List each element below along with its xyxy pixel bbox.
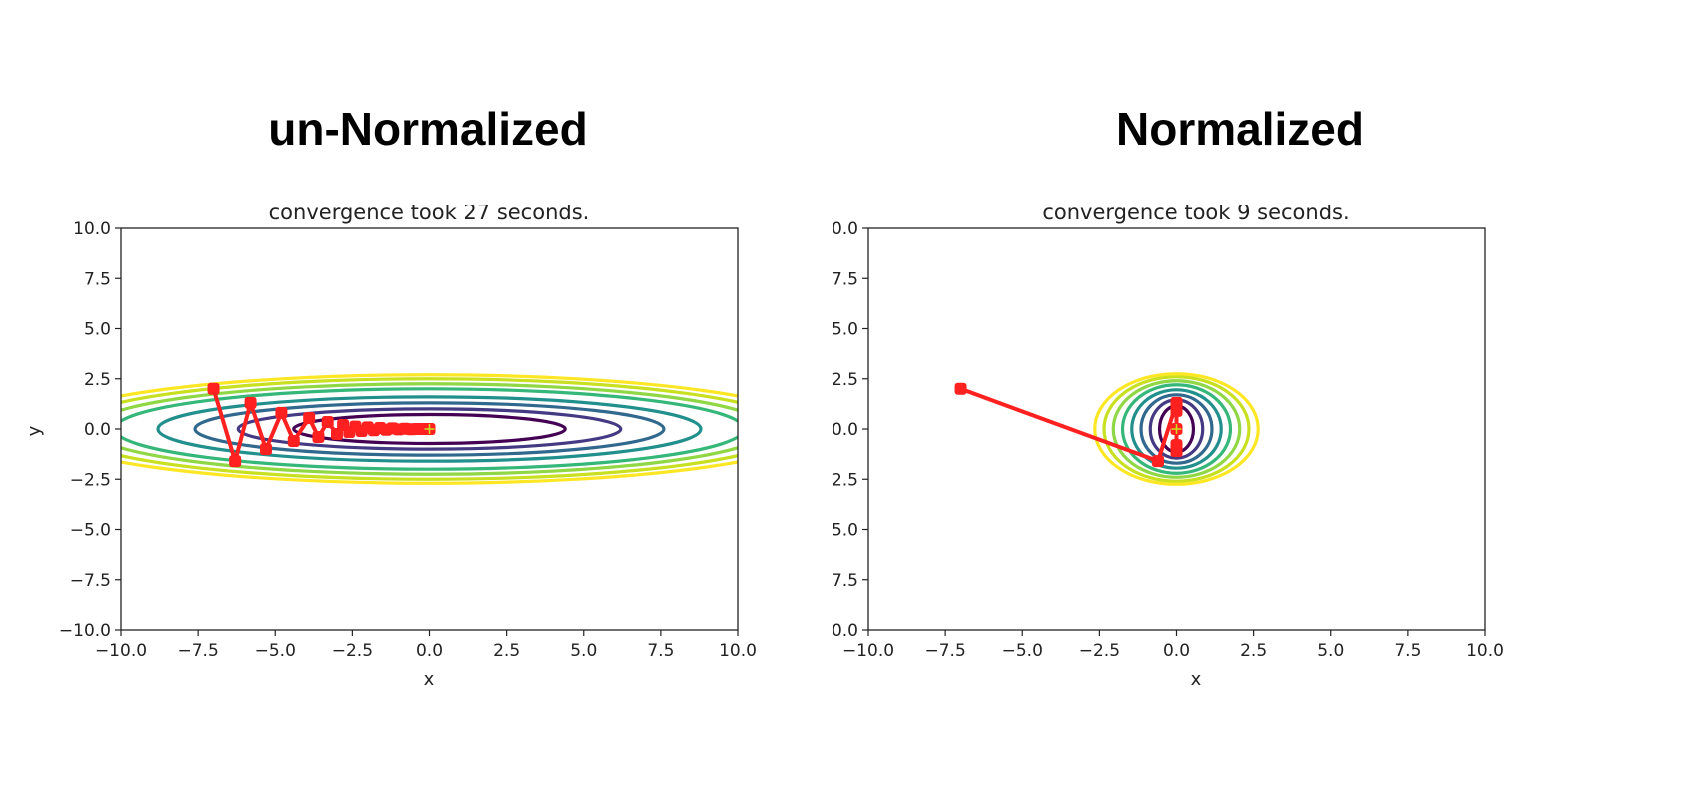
heading-un-normalized: un-Normalized [268,103,588,155]
x-tick-label: −7.5 [924,641,965,661]
x-axis-label: x [424,669,435,690]
y-tick-label: 7.5 [84,269,111,289]
y-tick-label: 10.0 [833,219,858,239]
x-tick-label: −10.0 [842,641,894,661]
descent-point [303,411,316,424]
y-tick-label: 5.0 [84,320,111,340]
plot-area [954,372,1260,486]
contour-line [1130,388,1223,470]
contour-line [292,412,567,446]
chart-normalized: convergence took 9 seconds. x y −10.0−7.… [833,205,1504,690]
contour-line [121,373,738,485]
chart-un-normalized: convergence took 27 seconds. x y −10.0 −7… [24,205,757,690]
descent-path-line [959,386,1179,464]
y-tick-label: −2.5 [70,470,111,490]
descent-point [207,382,220,395]
descent-point [312,431,325,444]
contour-line [121,377,738,481]
x-axis-label: x [1191,669,1202,690]
descent-point [954,382,967,395]
y-tick-label: 2.5 [84,370,111,390]
x-tick-label: −2.5 [332,641,373,661]
y-tick-label: 0.0 [84,420,111,440]
contour-line [121,387,738,471]
contour-line [236,407,623,451]
y-tick-label: −2.5 [833,470,858,490]
descent-point [321,415,334,428]
y-tick-label: −10.0 [59,621,111,641]
descent-point [287,435,300,448]
x-tick-label: 7.5 [647,641,674,661]
contour-line [121,382,738,476]
x-tick-label: 5.0 [570,641,597,661]
heading-normalized: Normalized [1116,103,1364,155]
y-tick-label: −5.0 [70,521,111,541]
x-tick-label: −2.5 [1079,641,1120,661]
chart-title: convergence took 27 seconds. [269,205,590,224]
y-tick-label: 5.0 [833,320,858,340]
y-tick-label: −5.0 [833,521,858,541]
y-tick-label: 7.5 [833,269,858,289]
descent-point [1170,404,1183,417]
x-tick-label: 2.5 [493,641,520,661]
contour-line [193,401,666,457]
x-tick-label: 2.5 [1240,641,1267,661]
contour-line [1120,383,1233,475]
descent-point [275,406,288,419]
y-tick-label: 10.0 [73,219,111,239]
y-tick-label: −7.5 [70,571,111,591]
contour-line [1111,379,1242,479]
y-tick-label: −7.5 [833,571,858,591]
x-tick-label: 7.5 [1394,641,1421,661]
x-tick-label: −10.0 [95,641,147,661]
x-tick-label: 0.0 [416,641,443,661]
contour-line [1139,393,1214,465]
descent-point [1170,439,1183,452]
descent-point [1151,455,1164,468]
x-tick-label: 10.0 [1466,641,1504,661]
x-tick-label: −5.0 [1002,641,1043,661]
x-tick-label: −7.5 [177,641,218,661]
descent-point [229,455,242,468]
contour-line [156,395,703,463]
y-tick-label: 2.5 [833,370,858,390]
y-tick-label: 0.0 [833,420,858,440]
plot-area [121,373,738,485]
y-axis-label: y [24,425,45,436]
x-tick-label: 10.0 [719,641,757,661]
x-tick-label: −5.0 [255,641,296,661]
x-tick-label: 5.0 [1317,641,1344,661]
chart-title: convergence took 9 seconds. [1042,205,1349,224]
descent-point [259,443,272,456]
x-tick-label: 0.0 [1163,641,1190,661]
descent-point [330,428,343,441]
descent-point [244,396,257,409]
contour-line [1102,375,1251,483]
contour-line [1093,372,1260,486]
y-tick-label: −10.0 [833,621,858,641]
